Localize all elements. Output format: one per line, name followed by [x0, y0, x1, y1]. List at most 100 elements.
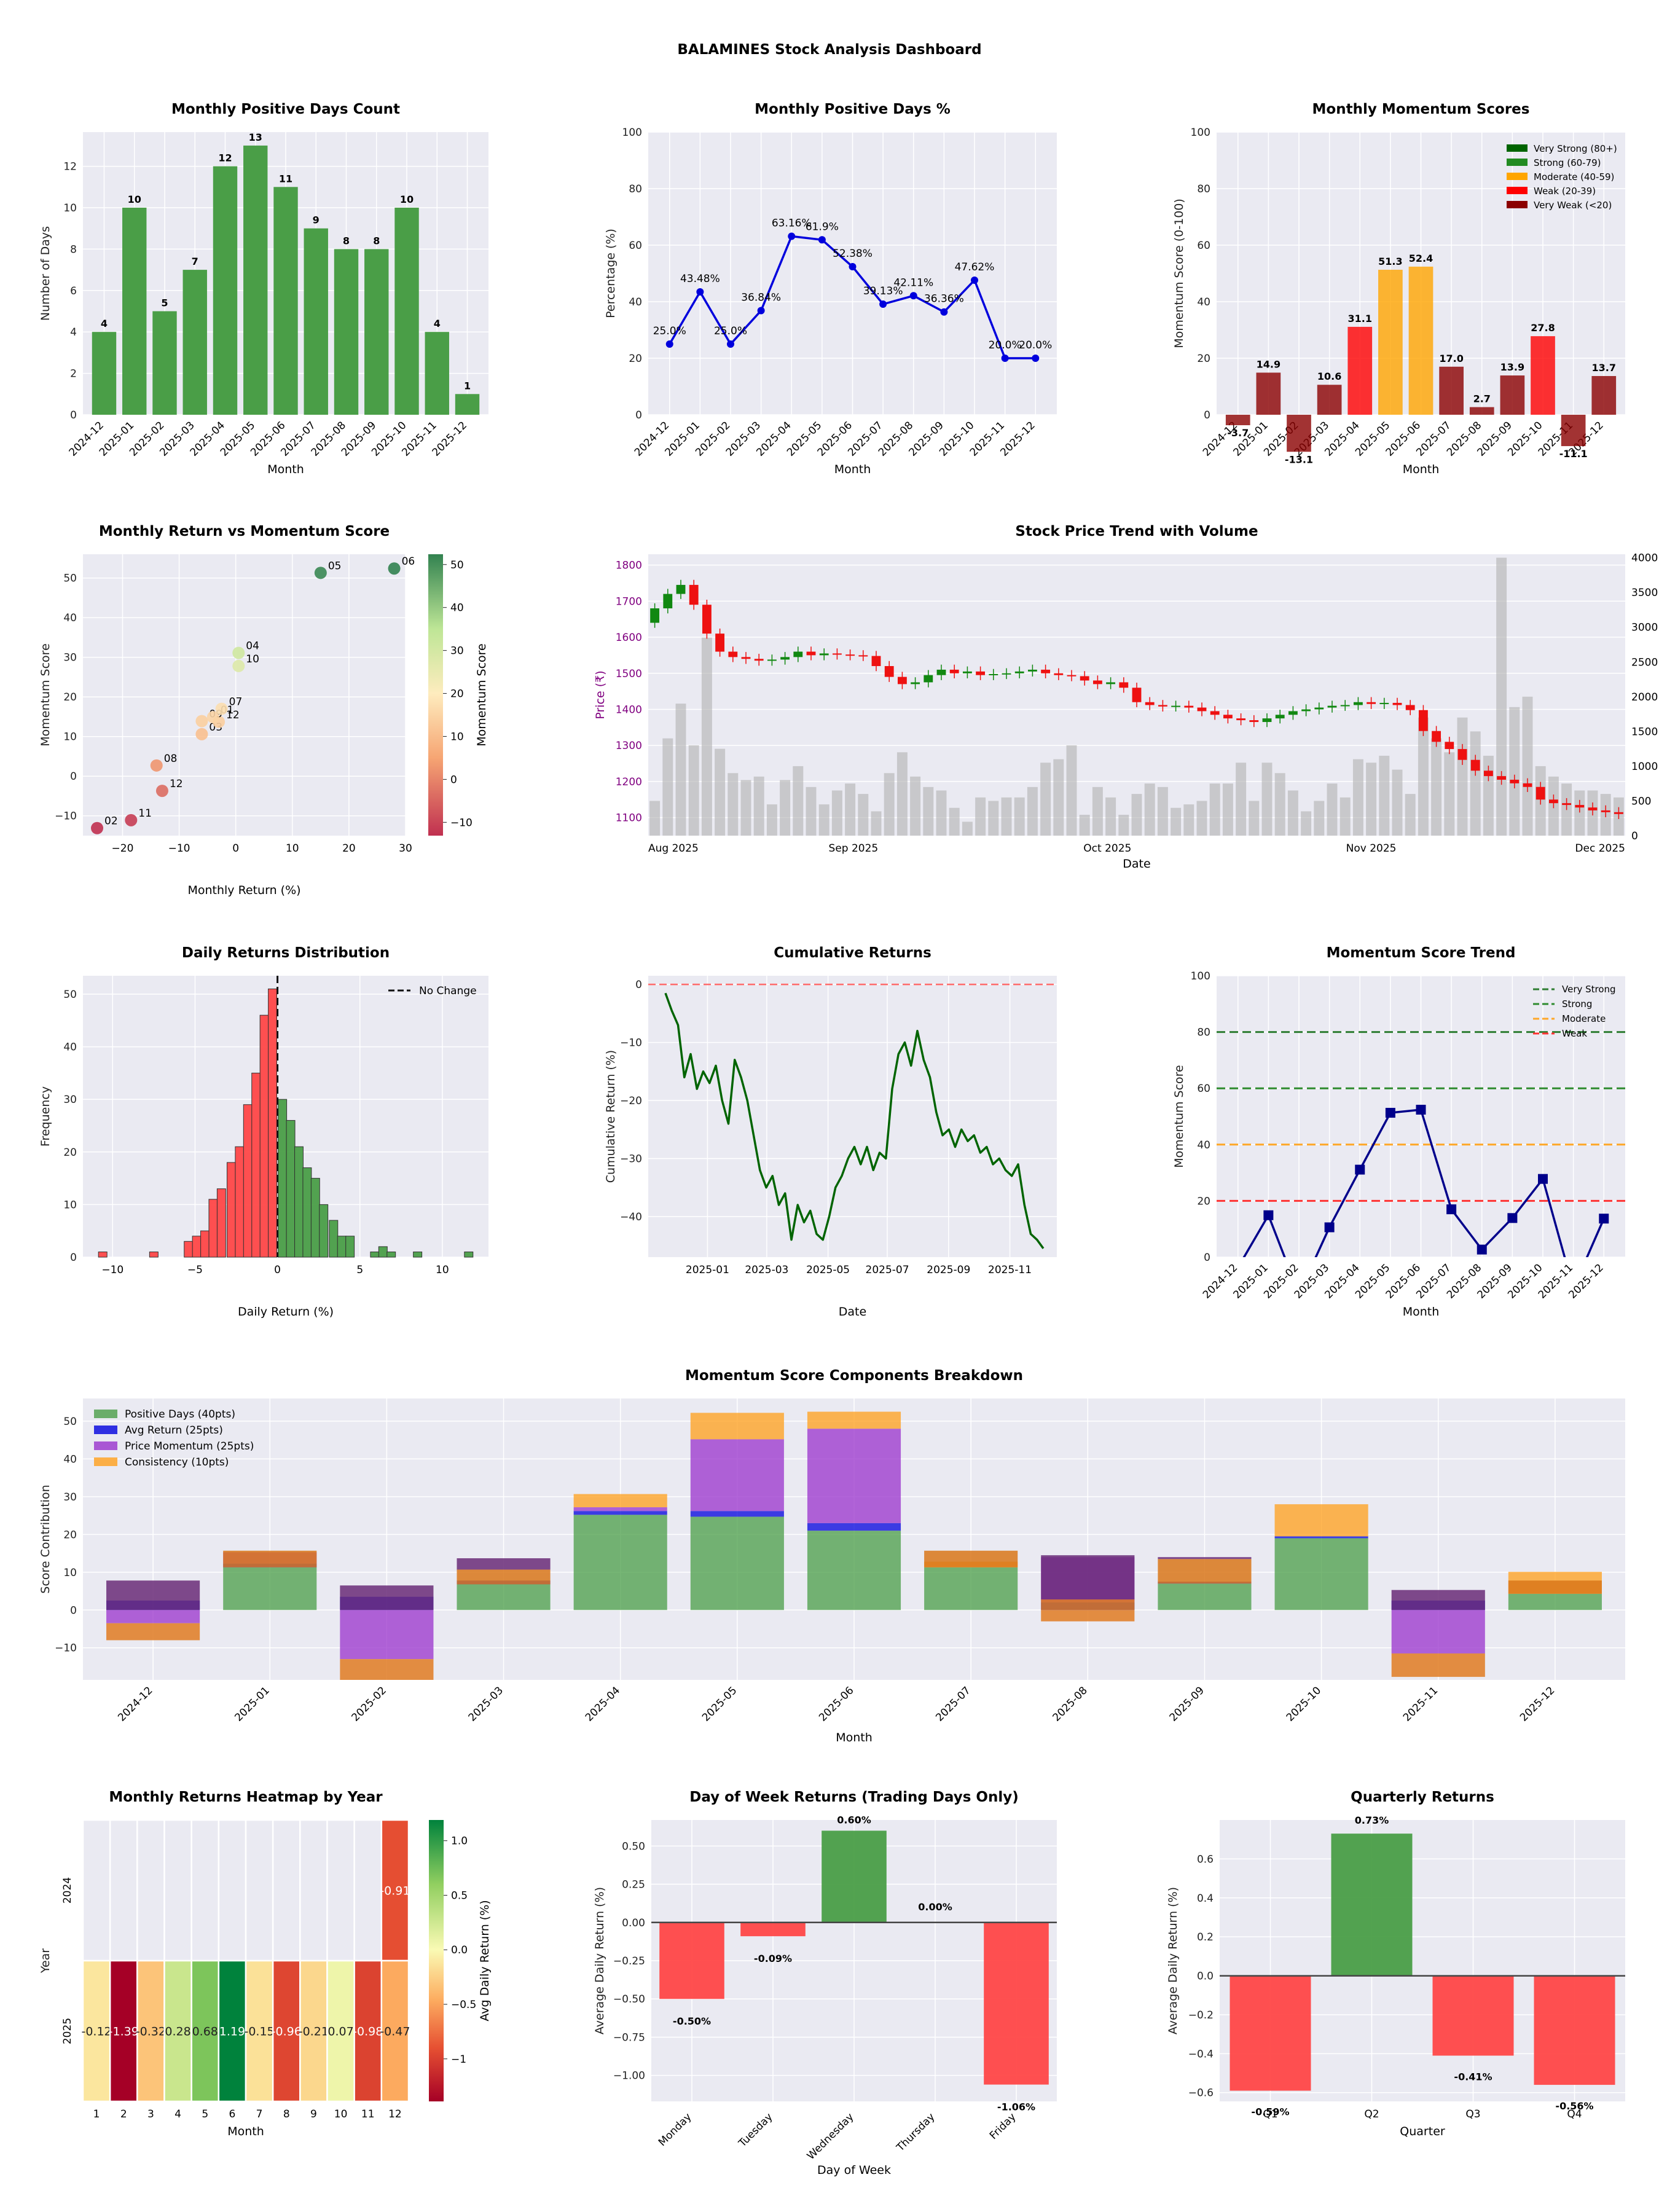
- y-tick-label: −0.75: [613, 2031, 645, 2044]
- stacked-segment: [807, 1531, 901, 1610]
- chart-title: Monthly Return vs Momentum Score: [99, 524, 390, 539]
- heatmap-cell: [326, 1959, 355, 2103]
- volume-bar: [1392, 769, 1403, 836]
- momentum-trend-chart: Momentum Score Trend Month Momentum Score 0…: [1172, 945, 1625, 1319]
- data-label: 39.13%: [863, 285, 903, 297]
- bar: [1225, 415, 1250, 426]
- candle-body: [1523, 783, 1532, 787]
- data-label: 42.11%: [893, 276, 933, 289]
- volume-bar: [753, 776, 764, 836]
- x-tick-label: 0: [274, 1264, 281, 1276]
- stacked-segment: [924, 1567, 1018, 1610]
- bar: [1317, 385, 1342, 415]
- data-label: 13.9: [1500, 361, 1524, 373]
- x-tick-label: Wednesday: [805, 2111, 857, 2162]
- data-label: 14.9: [1257, 358, 1281, 370]
- candle-body: [1457, 749, 1467, 760]
- volume-bar: [1574, 790, 1585, 836]
- data-label: 10: [400, 194, 414, 205]
- heatmap-cell: [163, 1959, 192, 2103]
- legend-label: Strong (60-79): [1534, 157, 1601, 168]
- volume-bar: [728, 773, 739, 836]
- price-volume-chart: Stock Price Trend with Volume Date Price (…: [594, 524, 1658, 871]
- histogram-bar: [184, 1241, 194, 1258]
- volume-bar: [1144, 783, 1155, 836]
- y-tick-label: 8: [70, 243, 77, 256]
- cell-label: -0.12: [81, 2025, 111, 2039]
- cell-label: 0.07: [327, 2025, 353, 2039]
- stacked-segment: [106, 1580, 200, 1610]
- data-label: 61.9%: [806, 221, 839, 233]
- colorbar-tick-label: 0: [450, 774, 457, 786]
- stacked-segment: [690, 1516, 784, 1610]
- y-tick-label: 40: [1197, 296, 1210, 308]
- heatmap-cell: [163, 1819, 192, 1962]
- candle-body: [1497, 776, 1507, 780]
- x-tick-label: Q1: [1263, 2108, 1277, 2120]
- legend-swatch: [1507, 159, 1528, 166]
- heatmap-cell: [218, 1959, 247, 2103]
- x-tick-label: −10: [101, 1264, 124, 1276]
- data-label: 31.1: [1348, 313, 1372, 324]
- bar: [1230, 1975, 1311, 2091]
- bar: [273, 187, 298, 415]
- legend-swatch: [1507, 201, 1528, 208]
- candle-body: [741, 657, 751, 659]
- x-tick-label: 10: [286, 842, 299, 855]
- y-axis-label: Momentum Score: [1172, 1065, 1186, 1168]
- y-tick-label: 10: [63, 1567, 77, 1579]
- data-label: 4: [101, 318, 108, 329]
- stacked-segment: [690, 1511, 784, 1517]
- candle-body: [1405, 705, 1415, 710]
- volume-tick-label: 2000: [1631, 691, 1658, 704]
- candle-body: [819, 653, 829, 656]
- x-tick-label: 2025-12: [1518, 1684, 1557, 1724]
- y-tick-label: 0.0: [1197, 1971, 1214, 1983]
- x-tick-label: Q4: [1567, 2108, 1582, 2120]
- x-tick-label: 2025-11: [1401, 1684, 1440, 1724]
- heatmap-cell: [245, 1819, 274, 1962]
- candle-body: [1092, 680, 1102, 684]
- bar: [455, 394, 480, 415]
- stacked-segment: [807, 1523, 901, 1531]
- volume-bar: [949, 807, 960, 836]
- y-tick-label: 10: [63, 202, 77, 214]
- stacked-bars: [106, 1411, 1602, 1680]
- candle-body: [1080, 676, 1089, 681]
- data-label: 0.00%: [918, 1901, 952, 1913]
- candle-body: [1002, 673, 1011, 675]
- x-tick-label: 7: [256, 2108, 263, 2120]
- data-label: -3.7: [1227, 427, 1249, 439]
- candle-body: [1210, 711, 1220, 715]
- volume-bar: [923, 786, 934, 836]
- y-tick-label: 100: [622, 127, 642, 139]
- y-tick-label: 10: [63, 1199, 77, 1211]
- y-tick-label: 1100: [616, 812, 642, 825]
- volume-bar: [766, 804, 777, 836]
- cell-label: -0.15: [244, 2025, 274, 2039]
- components-breakdown-chart: Momentum Score Components Breakdown Month…: [39, 1368, 1625, 1744]
- candle-body: [1041, 669, 1051, 673]
- y-tick-label: 80: [1197, 1027, 1210, 1039]
- stacked-segment: [690, 1439, 784, 1512]
- candle-body: [780, 657, 790, 660]
- colorbar-tick-label: 50: [450, 559, 464, 571]
- candle-body: [1197, 707, 1207, 712]
- data-label: 20.0%: [1019, 339, 1052, 351]
- y-tick-label: 0.6: [1197, 1853, 1214, 1865]
- data-point: [1324, 1222, 1335, 1233]
- legend-label: Avg Return (25pts): [125, 1424, 223, 1437]
- data-point: [1416, 1105, 1426, 1115]
- data-point: [1599, 1214, 1609, 1224]
- x-tick-label: 9: [310, 2108, 317, 2120]
- y-tick-label: 1700: [616, 595, 642, 608]
- heatmap-cell: [245, 1959, 274, 2103]
- y-tick-label: 100: [1191, 127, 1210, 139]
- colorbar-tick-label: 0.0: [451, 1944, 468, 1956]
- histogram-bar: [370, 1251, 380, 1258]
- y-tick-label: −10: [55, 810, 77, 823]
- volume-bar: [1405, 794, 1416, 836]
- y-tick-label: 10: [63, 731, 77, 743]
- data-label: 47.62%: [955, 261, 995, 273]
- y-tick-label: 20: [1197, 1195, 1210, 1207]
